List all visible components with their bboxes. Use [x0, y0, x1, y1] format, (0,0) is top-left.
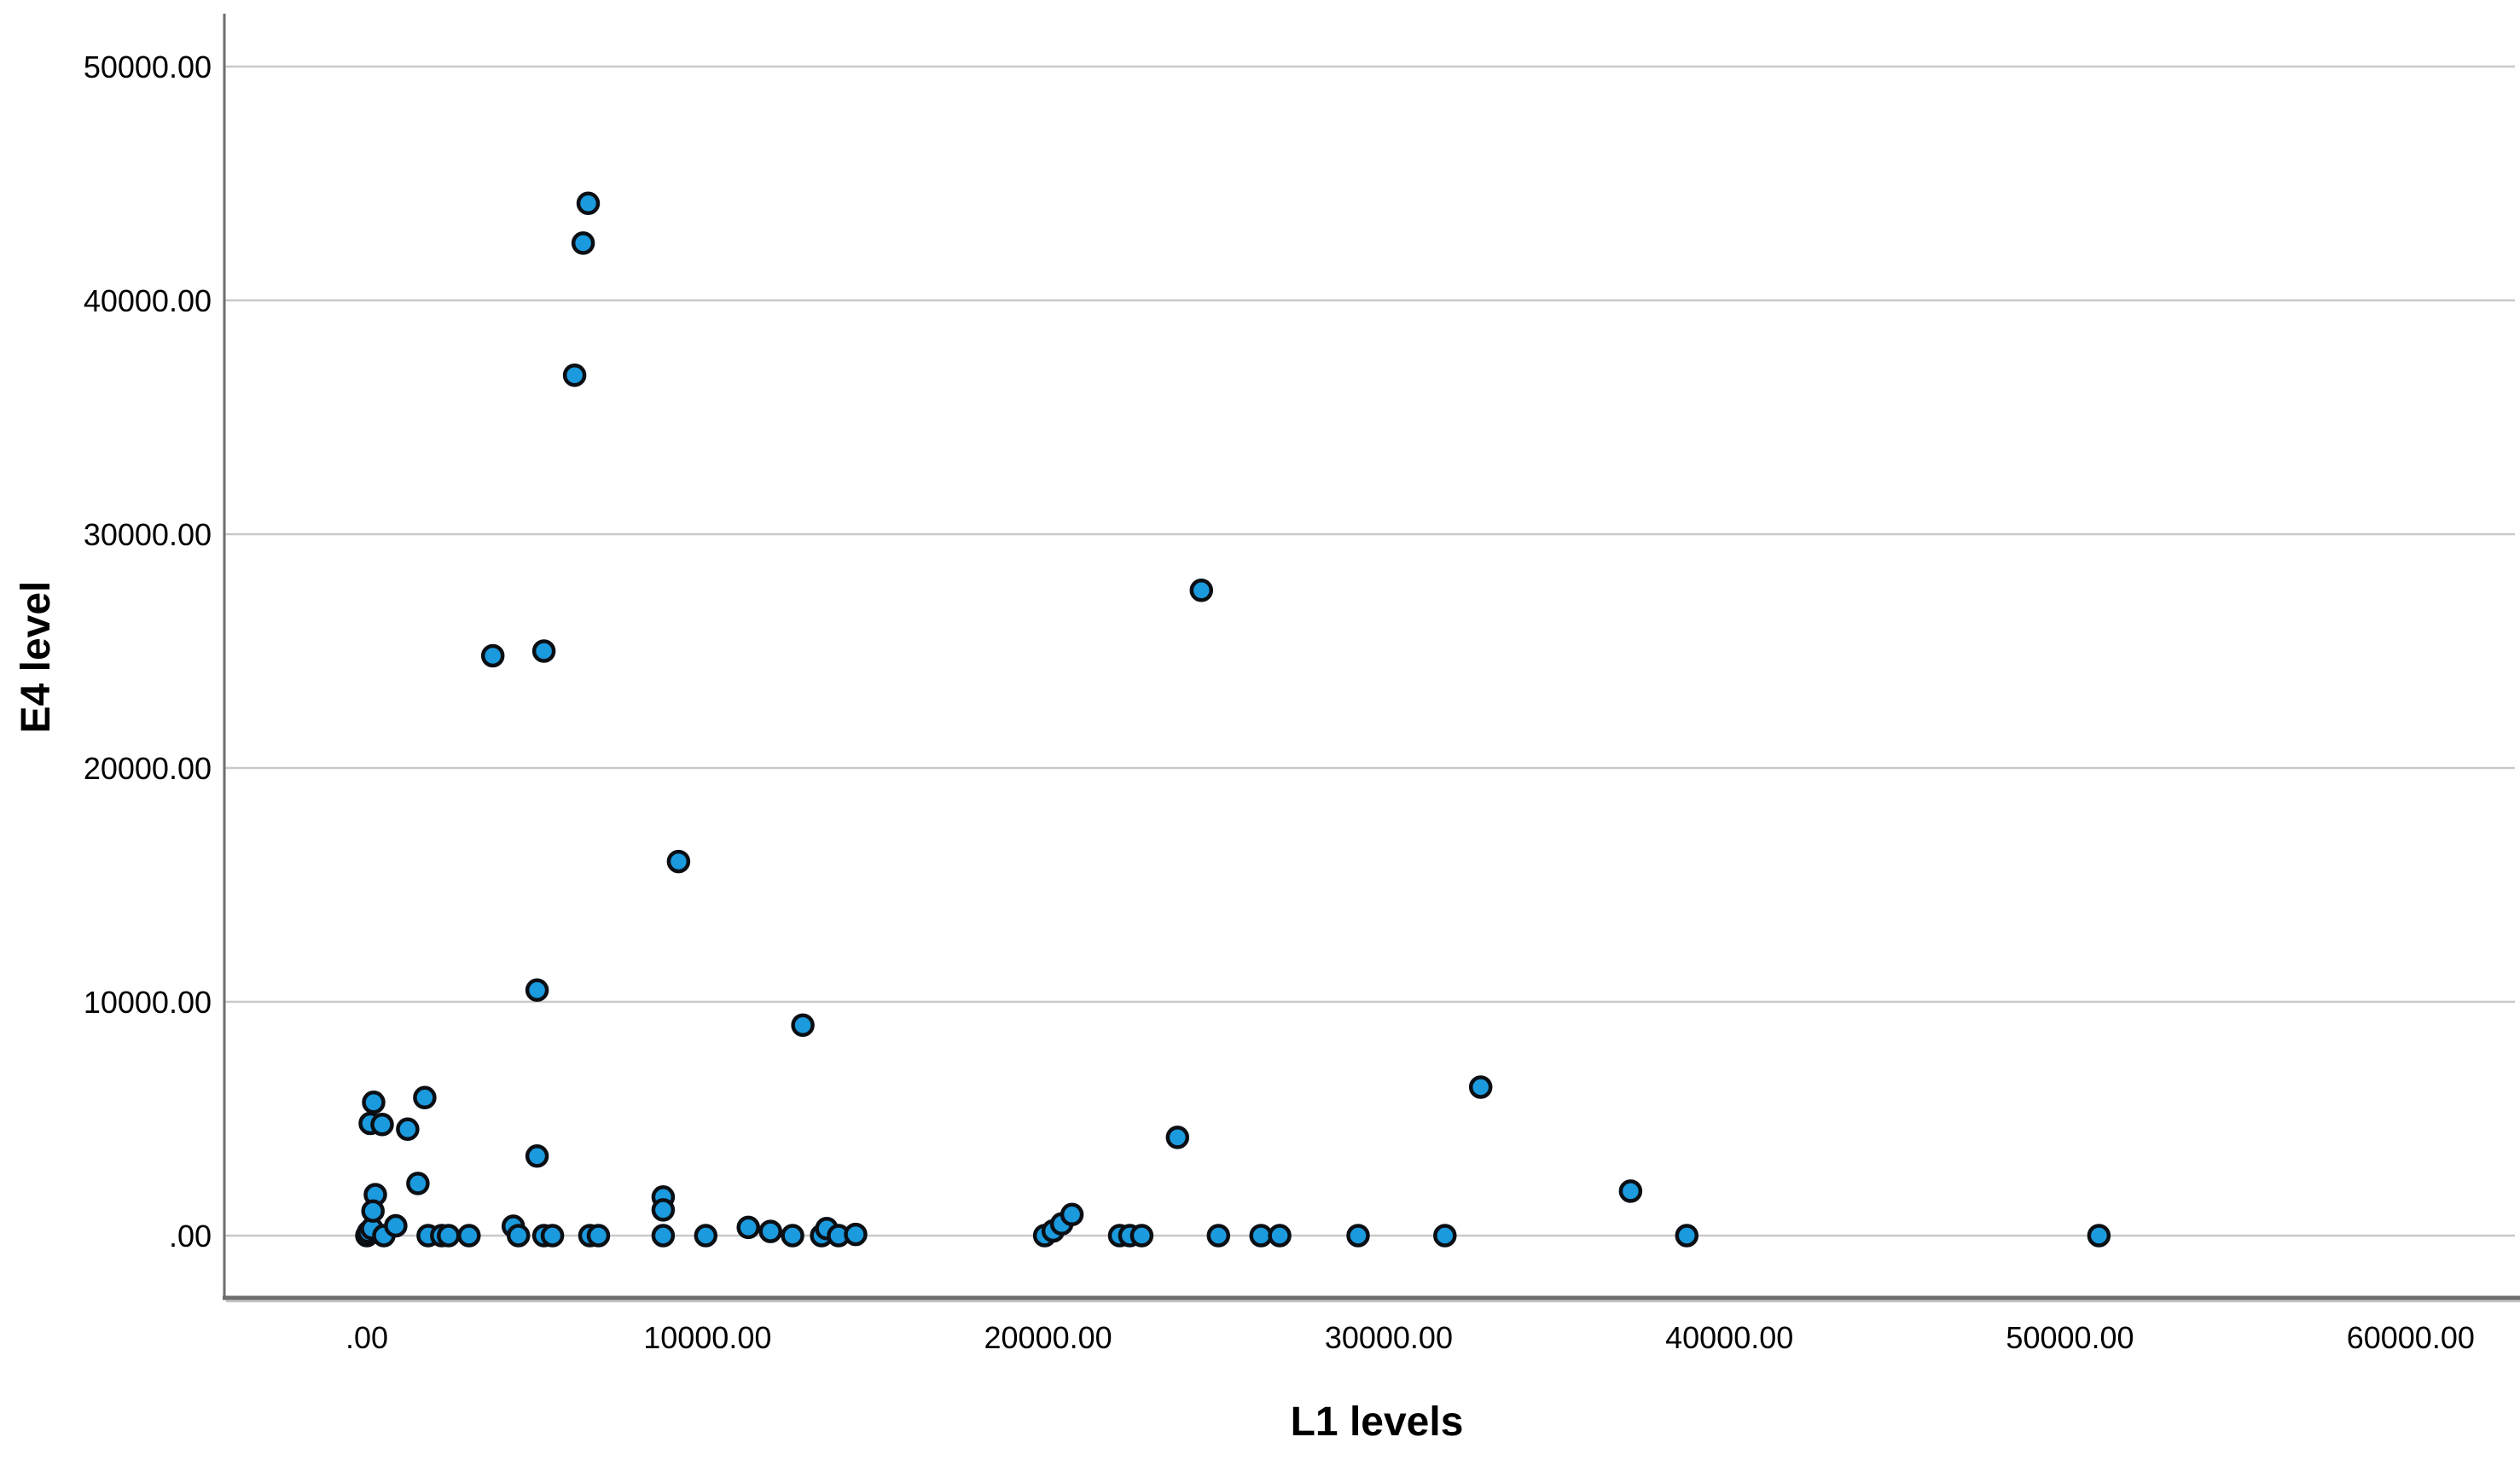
y-tick-label: 10000.00 — [84, 985, 212, 1020]
data-point — [651, 1224, 676, 1248]
data-point — [540, 1224, 565, 1248]
y-tick-label: 20000.00 — [84, 751, 212, 786]
data-point — [571, 231, 595, 255]
data-point — [1060, 1202, 1084, 1227]
data-point — [525, 1144, 549, 1168]
y-tick-label: .00 — [169, 1219, 212, 1254]
data-point — [1189, 579, 1214, 602]
data-point — [1206, 1224, 1231, 1248]
tick-labels-layer: .00 10000.00 20000.00 30000.00 40000.00 50000… — [84, 49, 2475, 1355]
x-tick-label: .00 — [345, 1320, 388, 1355]
y-tick-label: 50000.00 — [84, 49, 212, 84]
data-point — [562, 363, 587, 387]
y-tick-label: 40000.00 — [84, 283, 212, 318]
x-tick-label: 20000.00 — [984, 1320, 1112, 1355]
x-axis-title: L1 levels — [1291, 1399, 1464, 1445]
data-point — [1165, 1126, 1190, 1149]
data-point — [1618, 1179, 1643, 1203]
y-axis-title: E4 level — [14, 581, 59, 734]
data-point — [694, 1224, 718, 1248]
data-point — [1129, 1224, 1154, 1248]
data-point — [437, 1224, 461, 1248]
data-point — [370, 1113, 394, 1137]
x-tick-label: 40000.00 — [1665, 1320, 1793, 1355]
data-point — [576, 191, 601, 216]
data-point — [1249, 1224, 1273, 1248]
data-point — [396, 1117, 420, 1142]
data-point — [758, 1219, 782, 1243]
x-tick-label: 10000.00 — [643, 1320, 771, 1355]
data-point — [480, 643, 505, 668]
data-point — [736, 1215, 760, 1240]
data-points-layer — [355, 191, 2111, 1248]
data-point — [1675, 1224, 1699, 1248]
data-point — [525, 978, 549, 1003]
data-point — [506, 1224, 531, 1248]
data-point — [586, 1224, 611, 1248]
data-point — [651, 1198, 676, 1222]
data-point — [413, 1085, 437, 1110]
data-point — [666, 849, 691, 874]
data-point — [457, 1224, 481, 1248]
data-point — [384, 1213, 408, 1238]
data-point — [2087, 1224, 2111, 1248]
data-point — [1433, 1224, 1457, 1248]
x-tick-label: 50000.00 — [2006, 1320, 2134, 1355]
gridlines-layer — [224, 65, 2515, 1237]
data-point — [531, 639, 556, 663]
data-point — [362, 1091, 386, 1114]
data-point — [1468, 1075, 1493, 1099]
data-point — [791, 1013, 815, 1038]
data-point — [406, 1172, 430, 1195]
x-tick-label: 60000.00 — [2347, 1320, 2475, 1355]
data-point — [361, 1199, 385, 1223]
data-point — [844, 1222, 868, 1247]
x-tick-label: 30000.00 — [1325, 1320, 1453, 1355]
y-tick-label: 30000.00 — [84, 517, 212, 552]
data-point — [1346, 1224, 1370, 1248]
data-point — [1268, 1224, 1292, 1248]
axes-layer — [223, 14, 2520, 1303]
data-point — [781, 1224, 804, 1248]
